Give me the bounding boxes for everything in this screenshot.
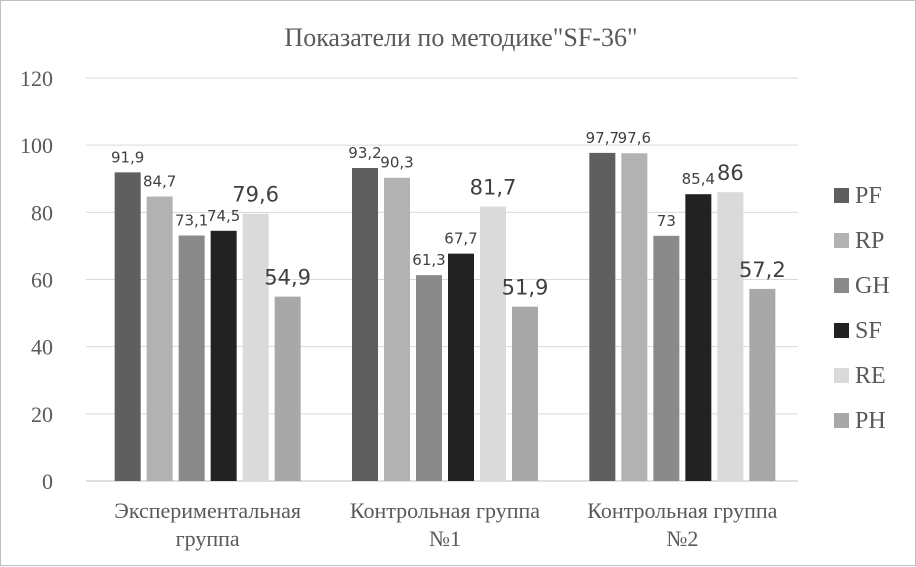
data-label: 61,3	[412, 251, 445, 269]
y-axis: 0 20 40 60 80 100 120	[20, 66, 53, 494]
bar-rp	[384, 177, 410, 481]
bar-re	[717, 192, 744, 481]
bar-gh	[416, 275, 442, 481]
legend-label-gh: GH	[855, 273, 890, 299]
x-category-label: Экспериментальная	[114, 498, 301, 523]
data-label: 67,7	[444, 230, 477, 248]
bar-ph	[274, 296, 301, 481]
legend: PF RP GH SF RE PH	[834, 183, 890, 434]
data-label: 85,4	[682, 170, 715, 188]
x-category-label: группа	[176, 526, 240, 551]
legend-label-ph: PH	[855, 408, 886, 434]
legend-swatch-gh	[834, 278, 849, 293]
data-label: 93,2	[348, 144, 381, 162]
y-tick-label: 0	[42, 469, 53, 494]
data-label: 57,2	[739, 258, 786, 282]
chart-title: Показатели по методике"SF-36"	[284, 23, 637, 52]
bar-pf	[589, 152, 616, 481]
bars	[114, 152, 776, 482]
legend-swatch-sf	[834, 323, 849, 338]
y-tick-label: 100	[20, 133, 53, 158]
x-category-label: №1	[429, 526, 461, 551]
bar-rp	[146, 196, 173, 481]
y-tick-label: 120	[20, 66, 53, 91]
bar-ph	[512, 306, 538, 481]
x-axis: Экспериментальная группа Контрольная групп…	[114, 498, 777, 551]
data-label: 51,9	[502, 276, 549, 300]
y-tick-label: 20	[31, 402, 53, 427]
legend-label-sf: SF	[855, 318, 882, 344]
data-label: 79,6	[232, 183, 279, 207]
data-label: 54,9	[264, 266, 311, 290]
data-label: 84,7	[143, 173, 176, 191]
data-labels: 91,9 84,7 73,174,579,6 54,9 93,290,3 61,3 67,7…	[111, 129, 786, 300]
bar-re	[480, 206, 506, 482]
legend-swatch-re	[834, 368, 849, 383]
legend-swatch-ph	[834, 413, 849, 428]
data-label: 97,6	[618, 129, 651, 147]
bar-rp	[621, 153, 648, 481]
data-label: 73	[657, 212, 676, 230]
x-category-label: №2	[666, 526, 698, 551]
data-label: 73,1	[175, 212, 208, 230]
legend-swatch-rp	[834, 233, 849, 248]
data-label: 74,5	[207, 207, 240, 225]
bar-gh	[178, 235, 205, 481]
data-label: 97,7	[586, 129, 619, 147]
data-label: 91,9	[111, 148, 144, 166]
data-label: 90,3	[380, 154, 413, 172]
bar-pf	[114, 172, 141, 481]
bar-ph	[749, 288, 776, 481]
bar-re	[242, 213, 269, 481]
bar-pf	[352, 168, 378, 481]
bar-sf	[685, 194, 712, 481]
legend-label-re: RE	[855, 363, 886, 389]
y-tick-label: 40	[31, 335, 53, 360]
legend-label-pf: PF	[855, 183, 882, 209]
legend-swatch-pf	[834, 188, 849, 203]
y-tick-label: 80	[31, 200, 53, 225]
data-label: 86	[717, 161, 744, 185]
bar-sf	[210, 230, 237, 481]
data-label: 81,7	[470, 176, 517, 200]
bar-gh	[653, 235, 680, 481]
legend-label-rp: RP	[855, 228, 884, 254]
x-category-label: Контрольная группа	[350, 498, 540, 523]
x-category-label: Контрольная группа	[587, 498, 777, 523]
y-tick-label: 60	[31, 268, 53, 293]
bar-sf	[448, 253, 474, 481]
